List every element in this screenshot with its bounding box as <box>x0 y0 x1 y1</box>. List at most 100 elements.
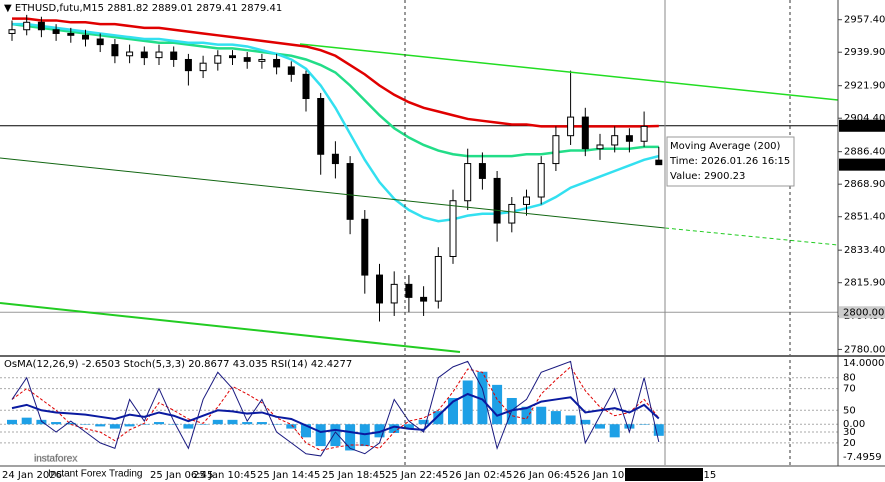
candle-body <box>640 125 648 142</box>
osma-bar <box>95 424 106 427</box>
moving-average <box>11 22 659 158</box>
candle-body <box>302 73 310 100</box>
osma-bar <box>492 384 503 425</box>
candle-body <box>23 21 31 31</box>
osma-bar <box>212 419 223 425</box>
osma-bar <box>227 419 238 425</box>
level-label: 30 <box>843 427 856 438</box>
osma-bar <box>653 424 664 436</box>
candle-body <box>420 296 428 302</box>
x-tick-label: 25 Jan 18:45 <box>322 470 385 481</box>
candle-body <box>581 116 589 150</box>
osma-bar <box>565 415 576 425</box>
candle-body <box>155 51 163 59</box>
osma-bar <box>403 424 414 429</box>
osma-bar <box>389 424 400 433</box>
osma-bar <box>345 424 356 451</box>
candle-body <box>346 163 354 220</box>
osma-bar <box>7 419 17 425</box>
y-tick-label: 2939.90 <box>844 47 885 58</box>
osma-bar <box>271 424 282 425</box>
x-tick-label: 25 Jan 14:45 <box>257 470 320 481</box>
candle-body <box>331 153 339 165</box>
price-label-bg <box>839 158 885 171</box>
level-label: 70 <box>843 384 856 395</box>
x-tick-label: 24 Jan 2026 <box>2 470 62 481</box>
osma-bar <box>198 424 209 425</box>
tooltip-title: Moving Average (200) <box>670 141 781 152</box>
candle-body <box>96 38 104 46</box>
osma-bar <box>21 417 32 425</box>
y-tick-label: 2780.00 <box>844 344 885 355</box>
moving-average <box>12 22 660 223</box>
candle-body <box>126 51 134 57</box>
candle-body <box>317 98 325 155</box>
candle-body <box>523 196 530 205</box>
candle-body <box>361 218 369 276</box>
osma-bar <box>36 419 47 425</box>
osma-bar <box>374 424 385 438</box>
y-tick-label: 2833.40 <box>844 245 885 256</box>
x-tick-label: 26 Jan 06:45 <box>513 470 576 481</box>
x-tick-label: 25 Jan 06:45 <box>150 470 213 481</box>
candle-body <box>82 34 89 40</box>
candle-body <box>67 32 75 36</box>
osma-bar <box>448 397 458 425</box>
y-tick-label: 2815.90 <box>844 278 885 289</box>
osma-bar <box>109 424 120 429</box>
candle-body <box>464 163 472 202</box>
candle-body <box>229 55 236 59</box>
candle-body <box>37 21 45 31</box>
osma-bar <box>639 424 650 425</box>
candle-body <box>243 57 251 62</box>
tooltip: Moving Average (200) Time: 2026.01.26 16… <box>666 136 795 187</box>
candle-body <box>170 51 178 60</box>
candle-body <box>478 163 486 179</box>
osma-zero-label: 0.00 <box>843 419 865 430</box>
candle-body <box>8 29 16 34</box>
candle-body <box>258 58 266 62</box>
osma-bar <box>330 424 341 447</box>
candle-body <box>405 283 413 298</box>
watermark-tagline: Instant Forex Trading <box>48 469 143 480</box>
y-tick-label: 2868.90 <box>844 179 885 190</box>
indicator-line <box>11 366 660 452</box>
osma-bar <box>80 424 91 425</box>
indicator-line <box>11 392 660 436</box>
candle-body <box>596 144 604 150</box>
tooltip-time: Time: 2026.01.26 16:15 <box>669 156 790 167</box>
moving-average <box>12 17 659 128</box>
tooltip-value: Value: 2900.23 <box>670 171 745 182</box>
osma-bar <box>51 422 62 425</box>
candle-body <box>493 177 501 224</box>
osma-bar <box>242 422 253 425</box>
trend-line <box>0 157 666 229</box>
candle-body <box>508 203 516 224</box>
level-label-bg <box>839 119 885 132</box>
candle-body <box>434 255 442 302</box>
osma-bar <box>286 424 297 429</box>
candle-body <box>449 200 457 257</box>
x-tick-label: 26 Jan 10:4 <box>577 470 634 481</box>
candle-body <box>655 159 663 166</box>
level-label: 2800.00 <box>843 307 884 318</box>
osma-bar <box>256 422 267 425</box>
osma-bar <box>462 380 473 425</box>
osma-bar <box>550 411 561 425</box>
y-tick-label: 2904.40 <box>844 113 885 124</box>
trend-line <box>0 302 461 353</box>
trend-line <box>299 43 839 101</box>
x-tick-label: 25 Jan 22:45 <box>385 470 448 481</box>
level-label: 50 <box>843 405 856 416</box>
osma-bar <box>301 424 311 438</box>
indicator-line <box>11 360 660 457</box>
level-label: 2900.33 <box>843 121 884 132</box>
tooltip-box <box>666 136 795 187</box>
osma-range-label: -7.4959 <box>843 452 882 463</box>
osma-bar <box>580 419 591 425</box>
osma-bar <box>418 419 429 425</box>
level-label: 20 <box>843 438 856 449</box>
osma-bar <box>521 406 532 425</box>
